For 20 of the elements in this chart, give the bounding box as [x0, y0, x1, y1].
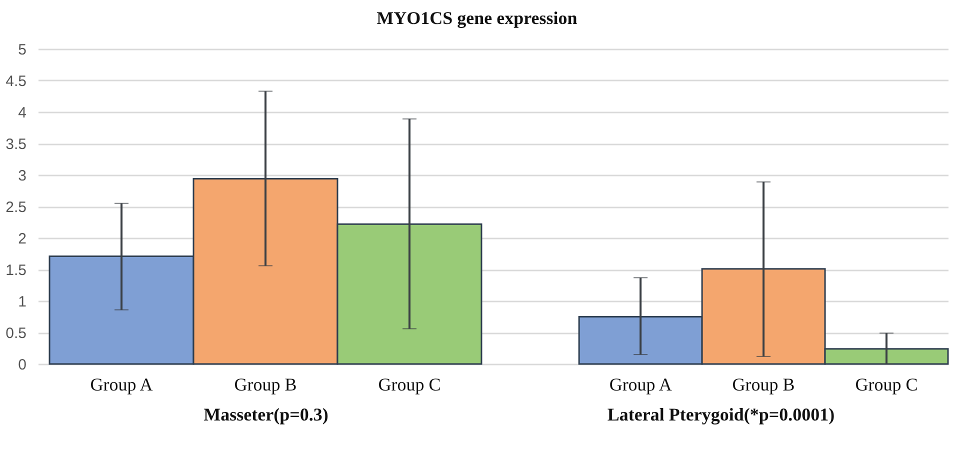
- y-tick-label: 1.5: [6, 262, 26, 279]
- y-tick-label: 1: [18, 294, 26, 310]
- y-tick-label: 2.5: [6, 199, 26, 216]
- y-tick-label: 3.5: [6, 136, 26, 153]
- x-axis-title: Lateral Pterygoid(*p=0.0001): [607, 404, 835, 424]
- y-tick-label: 0.5: [6, 325, 26, 342]
- x-axis-title: Masseter(p=0.3): [204, 404, 328, 424]
- chart-title: MYO1CS gene expression: [376, 8, 578, 28]
- y-tick-label: 2: [18, 230, 26, 248]
- y-tick-label: 5: [18, 42, 26, 58]
- x-tick-label: Group A: [609, 374, 672, 394]
- x-tick-label: Group B: [732, 374, 795, 394]
- x-tick-label: Group C: [378, 374, 441, 394]
- y-tick-label: 3: [18, 168, 26, 184]
- x-tick-label: Group B: [234, 374, 297, 394]
- x-tick-label: Group C: [855, 374, 918, 394]
- y-tick-label: 4: [18, 104, 26, 122]
- y-tick-label: 4.5: [6, 73, 26, 90]
- x-tick-label: Group A: [90, 374, 153, 394]
- y-tick-label: 0: [18, 356, 26, 374]
